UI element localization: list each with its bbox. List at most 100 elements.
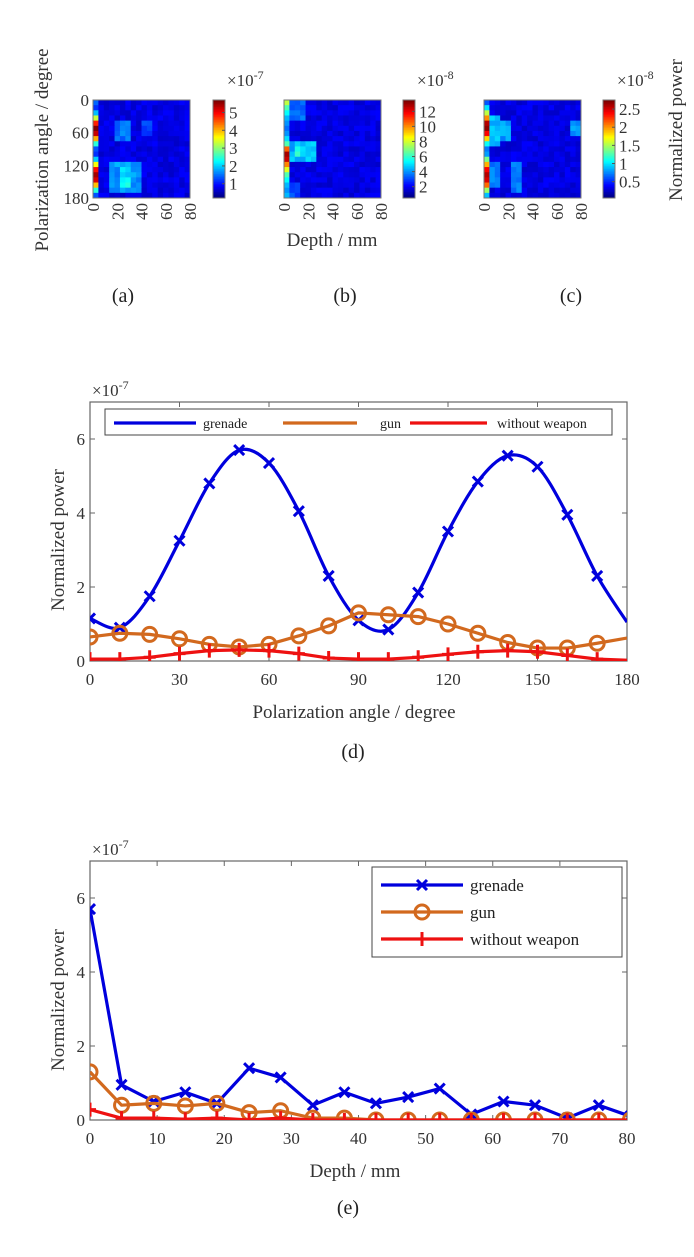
marker-circle xyxy=(439,615,457,633)
heatmap-cell xyxy=(375,120,382,127)
heatmap-cell xyxy=(570,110,577,116)
heatmap-cell xyxy=(337,156,344,163)
heatmap-cell xyxy=(505,167,512,173)
heatmap-cell xyxy=(184,177,191,184)
heatmap-cell xyxy=(98,120,105,127)
heatmap-cell xyxy=(109,177,116,184)
colorbar-segment xyxy=(403,139,415,142)
colorbar-tick-label: 2.5 xyxy=(619,100,640,119)
heatmap-cell xyxy=(173,156,180,163)
heatmap-cell xyxy=(554,115,560,122)
heatmap-cell xyxy=(343,115,350,122)
heatmap-cell xyxy=(489,100,496,106)
colorbar-segment xyxy=(213,193,225,196)
heatmap-cell xyxy=(554,136,560,142)
marker-circle xyxy=(290,627,308,645)
heatmap-cell xyxy=(119,141,126,147)
heatmap-cell xyxy=(343,130,350,137)
heatmap-cell xyxy=(548,161,555,168)
chart-e-xlabel: Depth / mm xyxy=(310,1161,401,1182)
heatmap-cell xyxy=(300,141,307,147)
heatmap-cell xyxy=(184,120,191,127)
heatmap-cell xyxy=(152,125,159,132)
heatmap-cell xyxy=(532,115,539,122)
heatmap-cell xyxy=(359,105,366,111)
heatmap-cell xyxy=(564,125,571,132)
heatmap-cell xyxy=(484,151,490,158)
heatmap-cell xyxy=(575,167,582,173)
heatmap-cell xyxy=(305,100,312,106)
colorbar-segment xyxy=(403,122,415,125)
heatmap-cell xyxy=(125,125,132,132)
heatmap-cell xyxy=(152,172,159,178)
heatmap-c-ylabel: Normalized power xyxy=(666,58,687,201)
heatmap-cell xyxy=(289,136,296,142)
legend-label: grenade xyxy=(470,876,524,895)
legend-label: without weapon xyxy=(497,417,587,432)
heatmap-cell xyxy=(364,167,371,173)
heatmap-cell xyxy=(354,146,360,153)
colorbar-segment xyxy=(213,111,225,114)
heatmap-cell xyxy=(570,115,577,122)
heatmap-cell xyxy=(564,130,571,137)
heatmap-cell xyxy=(146,110,153,116)
colorbar-segment xyxy=(213,124,225,127)
heatmap-cell xyxy=(305,177,312,184)
colorbar-segment xyxy=(403,162,415,165)
heatmap-cell xyxy=(359,110,366,116)
heatmap-cell xyxy=(141,141,148,147)
heatmap-cell xyxy=(300,100,307,106)
heatmap-cell xyxy=(348,192,355,199)
heatmap-cell xyxy=(163,187,169,194)
heatmap-cell xyxy=(564,172,571,178)
heatmap-cell xyxy=(305,151,312,158)
chart-e-ylabel: Normalized power xyxy=(48,928,69,1071)
heatmap-cell xyxy=(300,161,307,168)
heatmap-cell xyxy=(294,130,301,137)
heatmap-cell xyxy=(500,130,507,137)
heatmap-cell xyxy=(93,167,99,173)
heatmap-cell xyxy=(316,182,323,189)
heatmap-cell xyxy=(510,172,517,178)
marker-circle xyxy=(469,624,487,642)
colorbar-segment xyxy=(403,132,415,135)
heatmap-cell xyxy=(332,130,339,137)
colorbar-segment xyxy=(213,145,225,148)
heatmap-cell xyxy=(575,182,582,189)
heatmap-cell xyxy=(305,120,312,127)
heatmap-cell xyxy=(300,110,307,116)
heatmap-cell xyxy=(179,130,186,137)
marker-x xyxy=(501,449,514,462)
heatmap-cell xyxy=(364,177,371,184)
marker-x xyxy=(338,1086,351,1099)
heatmap-cell xyxy=(564,161,571,168)
colorbar-segment xyxy=(603,147,615,150)
heatmap-cell xyxy=(316,192,323,199)
heatmap-cell xyxy=(375,187,382,194)
colorbar-segment xyxy=(403,155,415,158)
marker-x xyxy=(115,1078,128,1091)
heatmap-cell xyxy=(510,156,517,163)
colorbar-segment xyxy=(403,165,415,168)
heatmap-cell xyxy=(157,105,164,111)
heatmap-cell xyxy=(337,167,344,173)
heatmap-x-tick-label: 60 xyxy=(548,203,567,220)
heatmap-cell xyxy=(327,187,333,194)
marker-x xyxy=(382,623,395,636)
heatmap-cell xyxy=(98,105,105,111)
heatmap-cell xyxy=(532,136,539,142)
colorbar-segment xyxy=(603,181,615,184)
heatmap-cell xyxy=(109,161,116,168)
heatmap-frame xyxy=(483,99,582,199)
heatmap-cell xyxy=(570,130,577,137)
heatmap-cell xyxy=(543,125,550,132)
heatmap-cell xyxy=(146,156,153,163)
colorbar-segment xyxy=(403,189,415,192)
heatmap-cell xyxy=(321,187,328,194)
heatmap-cell xyxy=(537,125,544,132)
heatmap-cell xyxy=(327,177,333,184)
heatmap-cell xyxy=(354,115,360,122)
heatmap-cell xyxy=(93,146,99,153)
heatmap-cell xyxy=(359,141,366,147)
heatmap-cell xyxy=(168,100,175,106)
